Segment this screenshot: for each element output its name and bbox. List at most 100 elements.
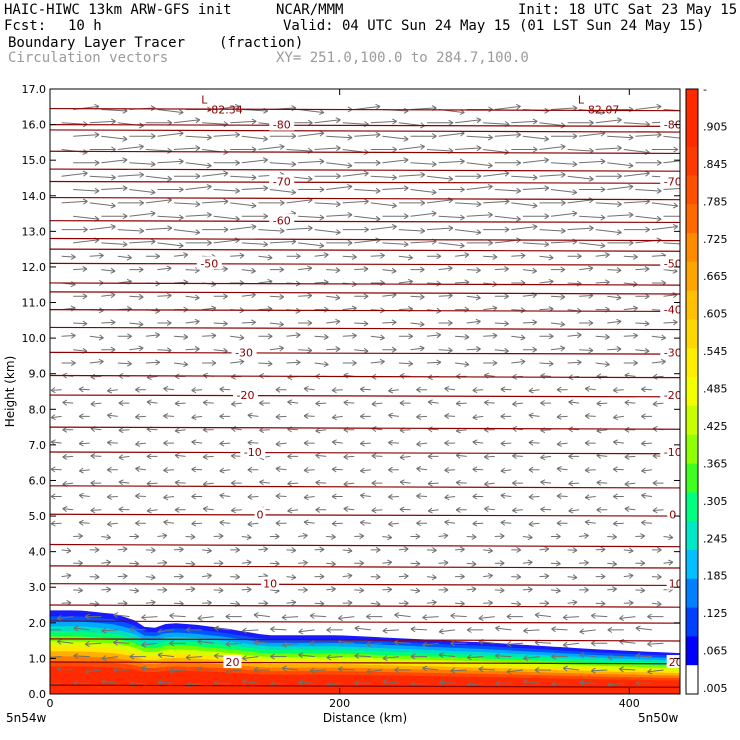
wind-vector — [61, 281, 76, 288]
wind-vector — [466, 239, 493, 246]
wind-vector — [624, 480, 636, 487]
wind-vector — [596, 373, 608, 380]
wind-vector — [398, 171, 426, 178]
header-init: Init: 18 UTC Sat 23 May 15 — [518, 2, 738, 18]
wind-vector — [455, 306, 470, 313]
wind-vector — [483, 572, 494, 579]
isotherm-label: -60 — [273, 215, 291, 228]
wind-vector — [647, 668, 664, 675]
wind-vector — [398, 143, 426, 150]
wind-vector — [410, 161, 437, 168]
wind-vector — [410, 266, 425, 273]
wind-vector — [275, 413, 287, 420]
wind-vector — [398, 227, 426, 234]
wind-vector — [483, 253, 498, 260]
wind-vector — [129, 238, 156, 245]
isotherm-label-bg — [269, 174, 295, 188]
wind-vector — [472, 387, 484, 394]
wind-vector — [62, 426, 74, 433]
isotherm-line — [50, 237, 680, 242]
isotherm-line — [50, 426, 680, 430]
wind-vector — [382, 107, 409, 114]
wind-vector — [567, 225, 594, 232]
wind-vector — [303, 385, 315, 392]
isotherm-label: -50 — [664, 257, 682, 270]
wind-vector — [101, 185, 128, 192]
wind-vector — [422, 665, 439, 672]
isotherm-line — [50, 638, 680, 642]
wind-vector — [359, 467, 371, 474]
wind-vector — [370, 174, 397, 181]
wind-vector — [326, 586, 336, 593]
wind-vector — [173, 333, 189, 340]
wind-vector — [651, 223, 679, 231]
wind-vector — [225, 640, 242, 648]
wind-vector — [511, 358, 526, 365]
wind-vector — [416, 493, 428, 500]
wind-vector — [551, 626, 568, 633]
wind-vector — [512, 453, 523, 460]
wind-vector — [567, 599, 578, 606]
colorbar-label: .125 — [703, 607, 728, 620]
wind-vector — [483, 170, 510, 177]
wind-vector — [540, 479, 552, 486]
colorbar-label: .665 — [703, 270, 728, 283]
wind-vector — [101, 319, 116, 326]
isotherm-label: -50 — [200, 257, 218, 270]
colorbar-segment — [686, 463, 698, 493]
wind-vector — [286, 253, 301, 260]
wind-vector — [528, 439, 540, 446]
colorbar-label: .245 — [703, 532, 728, 545]
isotherm-label-bg — [667, 507, 679, 521]
wind-vector — [174, 573, 184, 580]
isotherm-line — [50, 326, 680, 331]
wind-vector — [556, 520, 568, 527]
wind-vector — [495, 652, 512, 659]
isotherm-line — [50, 604, 680, 608]
wind-vector — [342, 170, 369, 177]
wind-vector — [259, 479, 270, 486]
wind-vector — [624, 453, 636, 460]
wind-vector — [275, 386, 287, 393]
wind-vector — [579, 265, 594, 272]
wind-vector — [185, 654, 203, 661]
isotherm-label-bg — [660, 174, 680, 188]
wind-vector — [466, 211, 493, 218]
wind-vector — [287, 374, 299, 381]
wind-vector — [106, 466, 118, 473]
colorbar-segment — [686, 233, 698, 263]
wind-vector — [652, 373, 664, 380]
wind-vector — [455, 506, 467, 513]
wind-vector — [315, 479, 327, 486]
wind-vector — [326, 239, 353, 246]
wind-vector — [483, 198, 510, 205]
wind-vector — [596, 479, 608, 486]
wind-vector — [269, 533, 280, 540]
wind-vector — [309, 612, 327, 619]
wind-vector — [512, 480, 523, 487]
wind-vector — [382, 559, 393, 566]
wind-vector — [269, 189, 297, 196]
wind-vector — [62, 453, 74, 460]
isotherm-line — [50, 583, 680, 587]
isotherm-label-bg — [196, 256, 222, 270]
wind-vector — [500, 519, 512, 526]
wind-vector — [522, 346, 538, 353]
wind-vector — [157, 628, 175, 635]
wind-vector — [242, 678, 259, 685]
wind-vector — [584, 467, 596, 474]
wind-vector — [213, 533, 224, 540]
wind-vector — [466, 346, 481, 353]
wind-vector — [101, 655, 118, 662]
wind-vector — [275, 493, 287, 500]
wind-vector — [354, 131, 381, 138]
wind-vector — [388, 387, 399, 394]
wind-vector — [551, 133, 578, 140]
isotherm-label-bg — [666, 576, 680, 590]
wind-vector — [416, 520, 427, 527]
wind-vector — [202, 332, 217, 339]
wind-vector — [398, 199, 426, 206]
wind-vector — [635, 131, 662, 138]
wind-vector — [595, 252, 610, 259]
isotherm-label: -70 — [273, 176, 291, 189]
